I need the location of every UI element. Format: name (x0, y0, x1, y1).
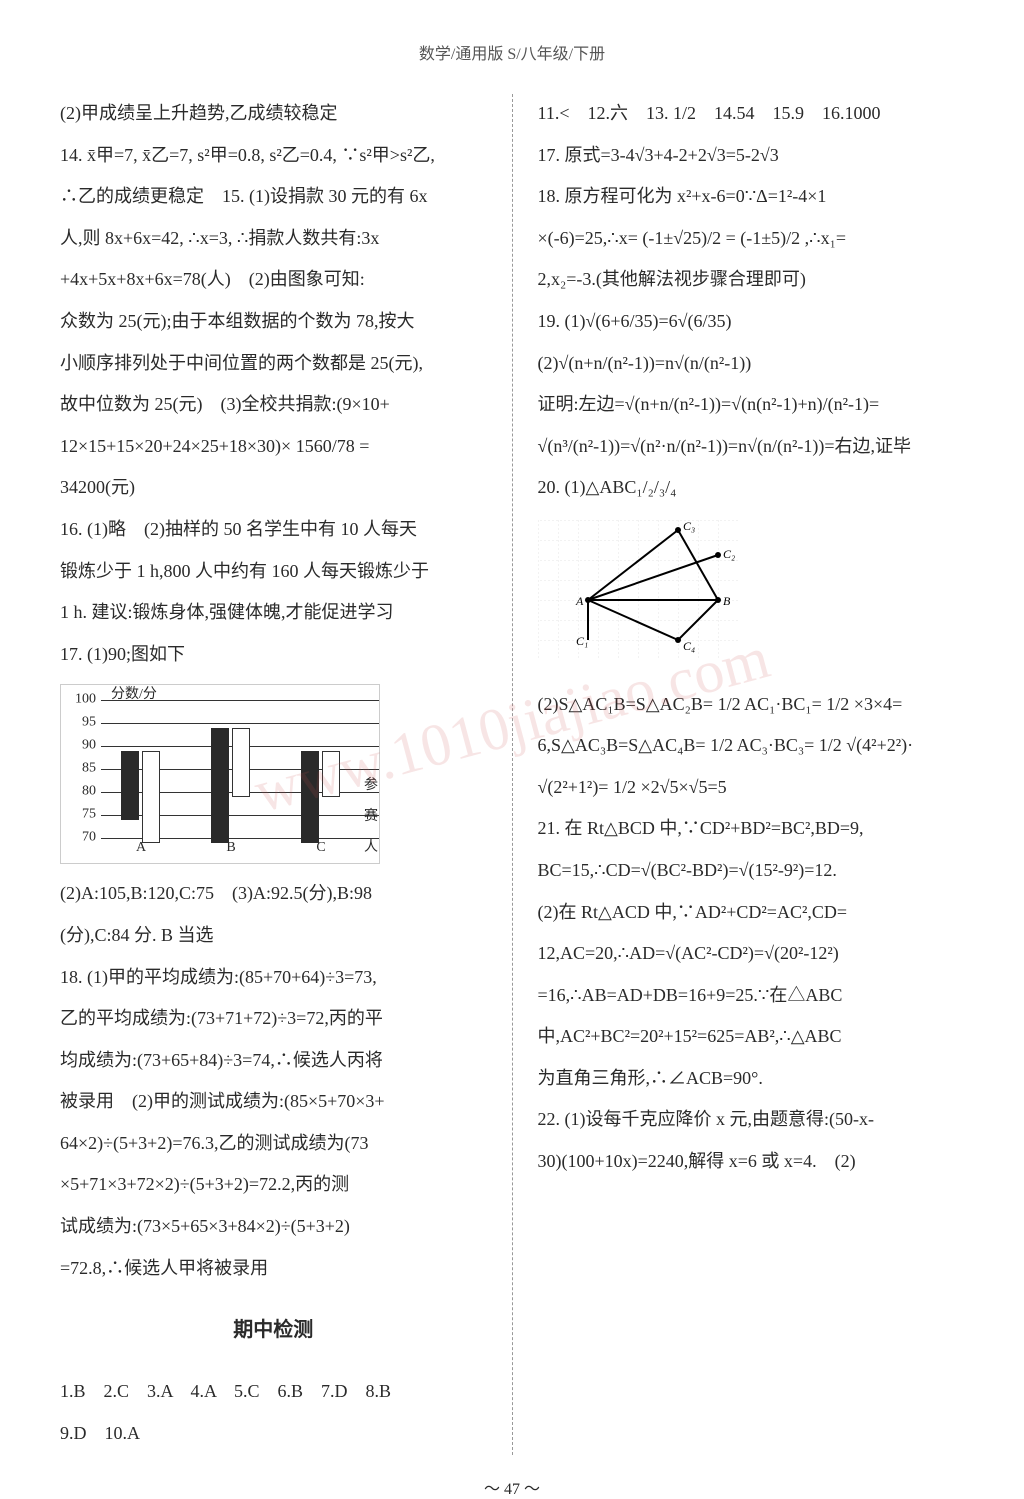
text-line: 1 h. 建议:锻炼身体,强健体魄,才能促进学习 (60, 593, 487, 633)
page-header: 数学/通用版 S/八年级/下册 (60, 40, 964, 64)
x-axis-label: 参赛人 (364, 771, 378, 863)
bar-group-a (121, 751, 160, 843)
svg-text:C₃: C₃ (683, 520, 695, 533)
bar-chart: 分数/分 100 95 90 85 80 75 70 (60, 684, 380, 864)
svg-text:C₂: C₂ (723, 547, 735, 561)
text-line: ×(-6)=25,∴x= (-1±√25)/2 = (-1±5)/2 ,∴x₁= (538, 219, 965, 259)
text-line: 21. 在 Rt△BCD 中,∵CD²+BD²=BC²,BD=9, (538, 809, 965, 849)
y-tick: 70 (61, 823, 96, 854)
text-line: 11.< 12.六 13. 1/2 14.54 15.9 16.1000 (538, 94, 965, 134)
bar (301, 751, 319, 843)
answer-line: 1.B 2.C 3.A 4.A 5.C 6.B 7.D 8.B (60, 1372, 487, 1412)
x-label: C (316, 833, 325, 864)
text-line: √(n³/(n²-1))=√(n²·n/(n²-1))=n√(n/(n²-1))… (538, 427, 965, 467)
text-line: +4x+5x+8x+6x=78(人) (2)由图象可知: (60, 260, 487, 300)
text-line: 乙的平均成绩为:(73+71+72)÷3=72,丙的平 (60, 999, 487, 1039)
text-line: 14. x̄甲=7, x̄乙=7, s²甲=0.8, s²乙=0.4, ∵s²甲… (60, 136, 487, 176)
bar (322, 751, 340, 797)
text-line: 试成绩为:(73×5+65×3+84×2)÷(5+3+2) (60, 1207, 487, 1247)
text-line: (2)√(n+n/(n²-1))=n√(n/(n²-1)) (538, 344, 965, 384)
svg-text:B: B (723, 594, 731, 608)
text-line: 18. 原方程可化为 x²+x-6=0∵Δ=1²-4×1 (538, 177, 965, 217)
bar (232, 728, 250, 797)
text-line: (2)S△AC₁B=S△AC₂B= 1/2 AC₁·BC₁= 1/2 ×3×4= (538, 685, 965, 725)
bar (121, 751, 139, 820)
content-container: (2)甲成绩呈上升趋势,乙成绩较稳定 14. x̄甲=7, x̄乙=7, s²甲… (60, 94, 964, 1455)
text-line: 众数为 25(元);由于本组数据的个数为 78,按大 (60, 302, 487, 342)
text-line: √(2²+1²)= 1/2 ×2√5×√5=5 (538, 768, 965, 808)
bar-group-c (301, 751, 340, 843)
text-line: 17. (1)90;图如下 (60, 635, 487, 675)
column-divider (512, 94, 513, 1455)
text-line: BC=15,∴CD=√(BC²-BD²)=√(15²-9²)=12. (538, 851, 965, 891)
text-line: 18. (1)甲的平均成绩为:(85+70+64)÷3=73, (60, 958, 487, 998)
geometry-diagram: C₃ C₂ A B C₄ C₁ (538, 520, 738, 660)
text-line: =16,∴AB=AD+DB=16+9=25.∵在△ABC (538, 976, 965, 1016)
answer-block: 1.B 2.C 3.A 4.A 5.C 6.B 7.D 8.B 9.D 10.A (60, 1372, 487, 1453)
text-line: 小顺序排列处于中间位置的两个数都是 25(元), (60, 344, 487, 384)
svg-text:C₄: C₄ (683, 639, 695, 653)
grid-line (101, 700, 379, 701)
text-line: 17. 原式=3-4√3+4-2+2√3=5-2√3 (538, 136, 965, 176)
svg-text:A: A (575, 594, 584, 608)
text-line: 故中位数为 25(元) (3)全校共捐款:(9×10+ (60, 385, 487, 425)
text-line: 12,AC=20,∴AD=√(AC²-CD²)=√(20²-12²) (538, 934, 965, 974)
bar (211, 728, 229, 843)
text-line: (2)在 Rt△ACD 中,∵AD²+CD²=AC²,CD= (538, 893, 965, 933)
text-line: ×5+71×3+72×2)÷(5+3+2)=72.2,丙的测 (60, 1165, 487, 1205)
text-line: 证明:左边=√(n+n/(n²-1))=√(n(n²-1)+n)/(n²-1)= (538, 385, 965, 425)
text-line: 64×2)÷(5+3+2)=76.3,乙的测试成绩为(73 (60, 1124, 487, 1164)
text-line: 人,则 8x+6x=42, ∴x=3, ∴捐款人数共有:3x (60, 219, 487, 259)
text-line: 20. (1)△ABC₁/₂/₃/₄ (538, 468, 965, 508)
text-line: ∴乙的成绩更稳定 15. (1)设捐款 30 元的有 6x (60, 177, 487, 217)
text-line: 中,AC²+BC²=20²+15²=625=AB²,∴△ABC (538, 1017, 965, 1057)
right-column: 11.< 12.六 13. 1/2 14.54 15.9 16.1000 17.… (538, 94, 965, 1455)
text-line: 2,x₂=-3.(其他解法视步骤合理即可) (538, 260, 965, 300)
svg-text:C₁: C₁ (576, 634, 588, 648)
answer-line: 9.D 10.A (60, 1414, 487, 1454)
section-title: 期中检测 (60, 1308, 487, 1352)
bar-group-b (211, 728, 250, 843)
x-label: B (226, 833, 235, 864)
text-line: 均成绩为:(73+65+84)÷3=74,∴候选人丙将 (60, 1041, 487, 1081)
page-number: ～ 47 ～ (60, 1475, 964, 1499)
text-line: =72.8,∴候选人甲将被录用 (60, 1249, 487, 1289)
text-line: 22. (1)设每千克应降价 x 元,由题意得:(50-x- (538, 1100, 965, 1140)
text-line: 被录用 (2)甲的测试成绩为:(85×5+70×3+ (60, 1082, 487, 1122)
chart-grid: 100 95 90 85 80 75 70 A (61, 685, 379, 863)
text-line: (2)甲成绩呈上升趋势,乙成绩较稳定 (60, 94, 487, 134)
text-line: (2)A:105,B:120,C:75 (3)A:92.5(分),B:98 (60, 874, 487, 914)
grid-line (101, 723, 379, 724)
text-line: 16. (1)略 (2)抽样的 50 名学生中有 10 人每天 (60, 510, 487, 550)
left-column: (2)甲成绩呈上升趋势,乙成绩较稳定 14. x̄甲=7, x̄乙=7, s²甲… (60, 94, 487, 1455)
text-line: 锻炼少于 1 h,800 人中约有 160 人每天锻炼少于 (60, 552, 487, 592)
text-line: 19. (1)√(6+6/35)=6√(6/35) (538, 302, 965, 342)
text-line: 为直角三角形,∴∠ACB=90°. (538, 1059, 965, 1099)
text-line: 12×15+15×20+24×25+18×30)× 1560/78 = (60, 427, 487, 467)
bar (142, 751, 160, 843)
x-label: A (136, 833, 146, 864)
text-line: 6,S△AC₃B=S△AC₄B= 1/2 AC₃·BC₃= 1/2 √(4²+2… (538, 726, 965, 766)
text-line: 30)(100+10x)=2240,解得 x=6 或 x=4. (2) (538, 1142, 965, 1182)
text-line: 34200(元) (60, 468, 487, 508)
text-line: (分),C:84 分. B 当选 (60, 916, 487, 956)
